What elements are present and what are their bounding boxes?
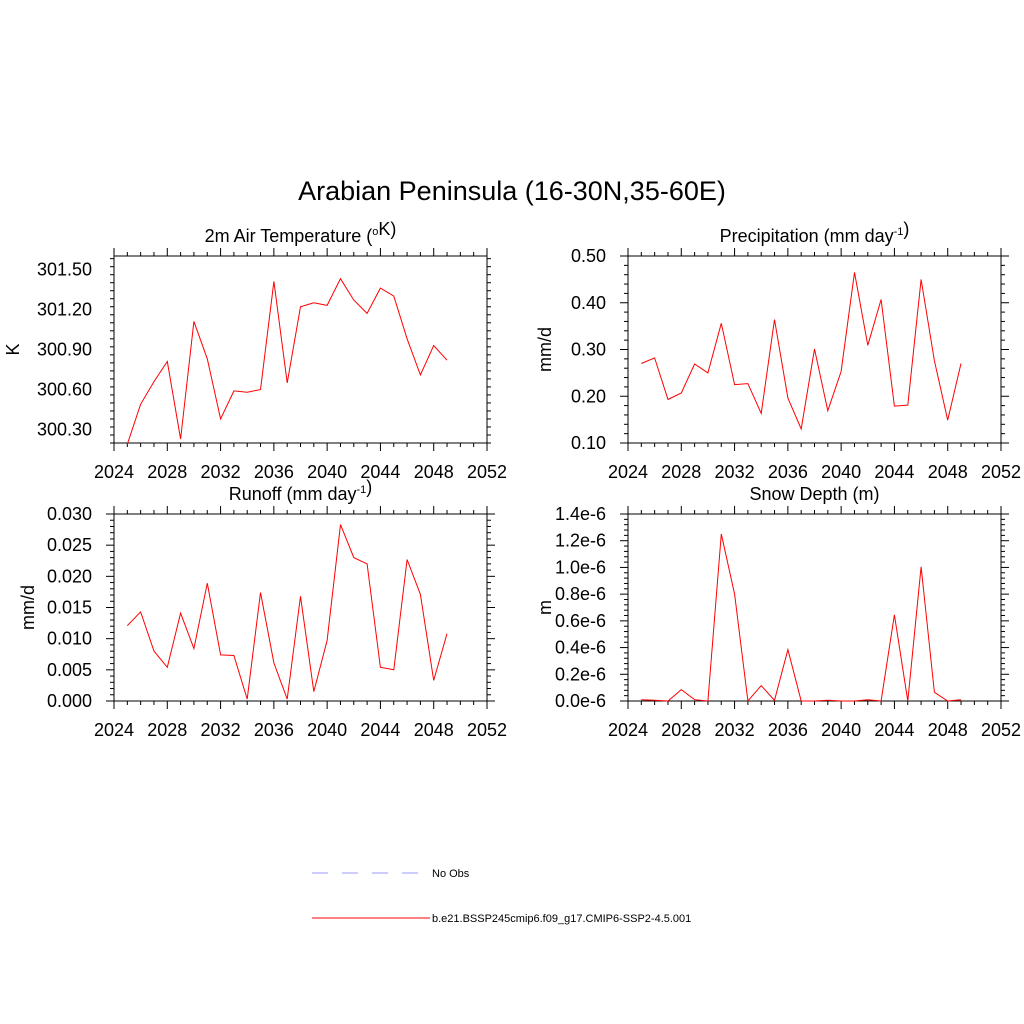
y-tick-label: 0.005 [47, 660, 92, 680]
y-tick-label: 300.60 [37, 380, 92, 400]
x-tick-label: 2036 [254, 462, 294, 482]
y-tick-label: 301.20 [37, 299, 92, 319]
y-axis-label: m [535, 600, 555, 615]
x-tick-label: 2040 [307, 462, 347, 482]
y-tick-label: 0.2e-6 [555, 664, 606, 684]
x-tick-label: 2024 [608, 462, 648, 482]
x-tick-label: 2048 [928, 462, 968, 482]
y-tick-label: 1.0e-6 [555, 557, 606, 577]
x-tick-label: 2036 [254, 720, 294, 740]
x-tick-label: 2044 [360, 720, 400, 740]
panel-temperature: 2m Air Temperature (oK) K 2024 2028 2032 2036… [3, 219, 507, 482]
panel-precipitation: Precipitation (mm day-1) mm/d 2024 2028 2032… [535, 219, 1021, 482]
y-tick-label: 0.4e-6 [555, 638, 606, 658]
x-tick-label: 2028 [147, 462, 187, 482]
x-tick-label: 2044 [874, 462, 914, 482]
plot-frame [627, 513, 1002, 702]
x-tick-label: 2024 [608, 720, 648, 740]
x-tick-label: 2028 [661, 720, 701, 740]
legend-label-series: b.e21.BSSP245cmip6.f09_g17.CMIP6-SSP2-4.… [432, 913, 691, 925]
y-tick-label: 300.30 [37, 420, 92, 440]
panel-runoff: Runoff (mm day-1) mm/d 2024 2028 2032 2036 204… [18, 477, 507, 740]
x-tick-label: 2048 [928, 720, 968, 740]
x-tick-label: 2052 [981, 462, 1021, 482]
y-tick-label: 0.8e-6 [555, 584, 606, 604]
x-tick-label: 2040 [307, 720, 347, 740]
x-tick-label: 2048 [414, 720, 454, 740]
y-tick-label: 300.90 [37, 340, 92, 360]
y-tick-label: 0.40 [571, 293, 606, 313]
y-tick-label: 1.4e-6 [555, 504, 606, 524]
y-tick-label: 301.50 [37, 259, 92, 279]
x-tick-label: 2048 [414, 462, 454, 482]
y-tick-label: 0.025 [47, 535, 92, 555]
y-axis-label: K [3, 343, 23, 355]
y-axis-label: mm/d [535, 327, 555, 372]
legend: No Obs b.e21.BSSP245cmip6.f09_g17.CMIP6-… [312, 868, 691, 925]
y-tick-label: 0.10 [571, 433, 606, 453]
y-tick-label: 0.30 [571, 340, 606, 360]
y-axis-label: mm/d [18, 585, 38, 630]
x-tick-label: 2052 [467, 462, 507, 482]
plot-frame [113, 513, 488, 702]
panel-snow-depth: Snow Depth (m) m 2024 2028 2032 2036 2040 2044 2… [535, 484, 1021, 740]
panel-title: Snow Depth (m) [749, 484, 879, 504]
x-tick-label: 2040 [821, 462, 861, 482]
y-tick-label: 0.50 [571, 246, 606, 266]
x-tick-label: 2028 [661, 462, 701, 482]
series-line [641, 533, 962, 703]
x-tick-label: 2032 [201, 462, 241, 482]
y-tick-label: 0.6e-6 [555, 611, 606, 631]
y-tick-label: 0.000 [47, 691, 92, 711]
x-tick-label: 2024 [94, 720, 134, 740]
y-tick-label: 0.010 [47, 629, 92, 649]
panel-title: Precipitation (mm day-1) [720, 219, 910, 246]
y-tick-label: 0.0e-6 [555, 691, 606, 711]
series-line [641, 272, 962, 431]
x-tick-label: 2036 [768, 720, 808, 740]
x-tick-label: 2032 [201, 720, 241, 740]
y-tick-label: 0.020 [47, 566, 92, 586]
x-tick-label: 2036 [768, 462, 808, 482]
x-tick-label: 2044 [360, 462, 400, 482]
x-tick-label: 2028 [147, 720, 187, 740]
panel-title: Runoff (mm day-1) [229, 477, 373, 504]
x-tick-label: 2052 [981, 720, 1021, 740]
plot-frame [113, 255, 488, 444]
x-tick-label: 2032 [715, 720, 755, 740]
legend-label-obs: No Obs [432, 868, 470, 880]
y-tick-label: 1.2e-6 [555, 531, 606, 551]
x-tick-label: 2044 [874, 720, 914, 740]
x-tick-label: 2052 [467, 720, 507, 740]
series-line [126, 524, 448, 700]
x-tick-label: 2024 [94, 462, 134, 482]
x-tick-label: 2040 [821, 720, 861, 740]
main-title: Arabian Peninsula (16-30N,35-60E) [298, 176, 726, 206]
y-tick-label: 0.20 [571, 386, 606, 406]
y-tick-label: 0.030 [47, 504, 92, 524]
x-tick-label: 2032 [715, 462, 755, 482]
panel-title: 2m Air Temperature (oK) [205, 219, 397, 246]
y-tick-label: 0.015 [47, 598, 92, 618]
series-line [126, 277, 448, 445]
